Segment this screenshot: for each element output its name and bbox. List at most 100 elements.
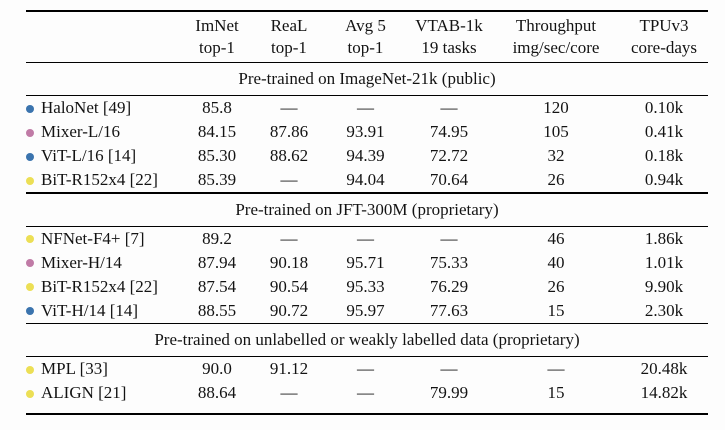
value-cell: 87.54 <box>197 276 237 296</box>
section-title: Pre-trained on ImageNet-21k (public) <box>238 69 496 89</box>
value-cell: 94.39 <box>346 146 385 166</box>
model-bullet-icon <box>26 365 34 374</box>
column-header-5: TPUv3 core-days <box>620 12 708 62</box>
value-cell: 0.94k <box>644 170 684 190</box>
value-cell: 46 <box>547 228 565 248</box>
value-cell: 79.99 <box>429 383 469 403</box>
value-cell: 85.30 <box>197 146 237 166</box>
model-bullet-icon <box>26 389 34 398</box>
value-cell: 90.72 <box>269 300 309 320</box>
value-cell: — <box>440 359 458 379</box>
table-row: Mixer-H/14 87.94 90.18 95.71 75.33 40 1.01k <box>26 251 708 275</box>
value-cell: — <box>357 359 374 379</box>
value-cell: 91.12 <box>269 359 309 379</box>
value-cell: 77.63 <box>429 300 469 320</box>
section-separator-rule <box>26 192 708 194</box>
value-cell: 90.54 <box>269 276 309 296</box>
value-cell: 105 <box>543 122 569 142</box>
value-cell: 95.97 <box>346 300 385 320</box>
value-cell: 95.33 <box>346 276 385 296</box>
value-cell: 14.82k <box>640 383 688 403</box>
column-header-line1: TPUv3 <box>639 16 689 35</box>
model-name: BiT-R152x4 [22] <box>41 276 158 296</box>
model-label-cell: BiT-R152x4 [22] <box>26 170 181 190</box>
model-bullet-icon <box>26 235 34 244</box>
section-title: Pre-trained on JFT-300M (proprietary) <box>235 199 499 219</box>
table-row: NFNet-F4+ [7] 89.2 — — — 46 1.86k <box>26 227 708 251</box>
model-name: HaloNet [49] <box>41 98 132 118</box>
value-cell: 88.62 <box>269 146 309 166</box>
model-name: NFNet-F4+ [7] <box>41 228 145 248</box>
value-cell: 0.41k <box>644 122 684 142</box>
model-name: ViT-L/16 [14] <box>41 146 137 166</box>
table-row: ALIGN [21] 88.64 — — 79.99 15 14.82k <box>26 381 708 405</box>
model-name: MPL [33] <box>41 359 108 379</box>
column-header-line2: img/sec/core <box>512 38 600 57</box>
model-name: ALIGN [21] <box>41 383 127 403</box>
column-header-0: ImNet top-1 <box>181 12 253 62</box>
value-cell: 85.8 <box>202 98 232 118</box>
table-row: BiT-R152x4 [22] 85.39 — 94.04 70.64 26 0.94k <box>26 168 708 192</box>
column-header-4: Throughput img/sec/core <box>492 12 620 62</box>
value-cell: 9.90k <box>644 276 684 296</box>
value-cell: 72.72 <box>429 146 469 166</box>
top-rule <box>26 10 708 12</box>
section-title-rule <box>26 95 708 97</box>
model-bullet-icon <box>26 152 34 161</box>
value-cell: 88.55 <box>197 300 237 320</box>
value-cell: 93.91 <box>346 122 385 142</box>
table-row: Mixer-L/16 84.15 87.86 93.91 74.95 105 0.41k <box>26 120 708 144</box>
column-header-line1: VTAB-1k <box>415 16 483 35</box>
model-bullet-icon <box>26 259 34 268</box>
value-cell: 32 <box>547 146 565 166</box>
value-cell: 1.86k <box>644 228 684 248</box>
model-bullet-icon <box>26 128 34 137</box>
value-cell: 85.39 <box>197 170 237 190</box>
column-header-line1: Avg 5 <box>345 16 386 35</box>
value-cell: — <box>440 98 458 118</box>
model-name: BiT-R152x4 [22] <box>41 170 158 190</box>
table-body: Pre-trained on ImageNet-21k (public) Halo… <box>26 63 708 413</box>
value-cell: 74.95 <box>429 122 469 142</box>
model-label-cell: Mixer-L/16 <box>26 122 181 142</box>
section-separator-rule <box>26 322 708 325</box>
value-cell: 26 <box>547 170 565 190</box>
model-name: Mixer-L/16 <box>41 122 120 142</box>
header-row: ImNet top-1 ReaL top-1 Avg 5 top-1 VTAB-1k 19 t… <box>26 12 708 62</box>
value-cell: — <box>440 228 458 248</box>
value-cell: 75.33 <box>429 252 469 272</box>
column-header-line1: Throughput <box>515 16 597 35</box>
value-cell: — <box>280 383 298 403</box>
column-header-line2: core-days <box>630 38 698 57</box>
value-cell: 76.29 <box>429 276 469 296</box>
column-header-line2: 19 tasks <box>421 38 477 57</box>
value-cell: 87.94 <box>197 252 237 272</box>
value-cell: 26 <box>547 276 565 296</box>
value-cell: 94.04 <box>346 170 385 190</box>
value-cell: 88.64 <box>197 383 237 403</box>
column-header-line1: ReaL <box>270 16 308 35</box>
bottom-spacer <box>26 405 708 413</box>
value-cell: — <box>280 228 298 248</box>
model-bullet-icon <box>26 104 34 113</box>
table-row: BiT-R152x4 [22] 87.54 90.54 95.33 76.29 26 9.9… <box>26 275 708 299</box>
value-cell: 84.15 <box>197 122 237 142</box>
table-row: ViT-H/14 [14] 88.55 90.72 95.97 77.63 15 2.30k <box>26 299 708 323</box>
header-spacer <box>26 34 181 40</box>
column-header-line2: top-1 <box>199 38 235 57</box>
value-cell: — <box>280 98 298 118</box>
model-label-cell: BiT-R152x4 [22] <box>26 277 181 297</box>
value-cell: — <box>357 383 374 403</box>
value-cell: 70.64 <box>429 170 469 190</box>
value-cell: — <box>547 359 565 379</box>
model-name: Mixer-H/14 <box>41 252 122 272</box>
table-row: HaloNet [49] 85.8 — — — 120 0.10k <box>26 96 708 120</box>
column-header-line1: ImNet <box>195 16 239 35</box>
column-header-2: Avg 5 top-1 <box>325 12 406 62</box>
model-bullet-icon <box>26 176 34 185</box>
header-rule <box>26 62 708 64</box>
table-row: MPL [33] 90.0 91.12 — — — 20.48k <box>26 357 708 381</box>
model-bullet-icon <box>26 283 34 292</box>
model-label-cell: MPL [33] <box>26 359 181 379</box>
model-label-cell: HaloNet [49] <box>26 98 181 118</box>
